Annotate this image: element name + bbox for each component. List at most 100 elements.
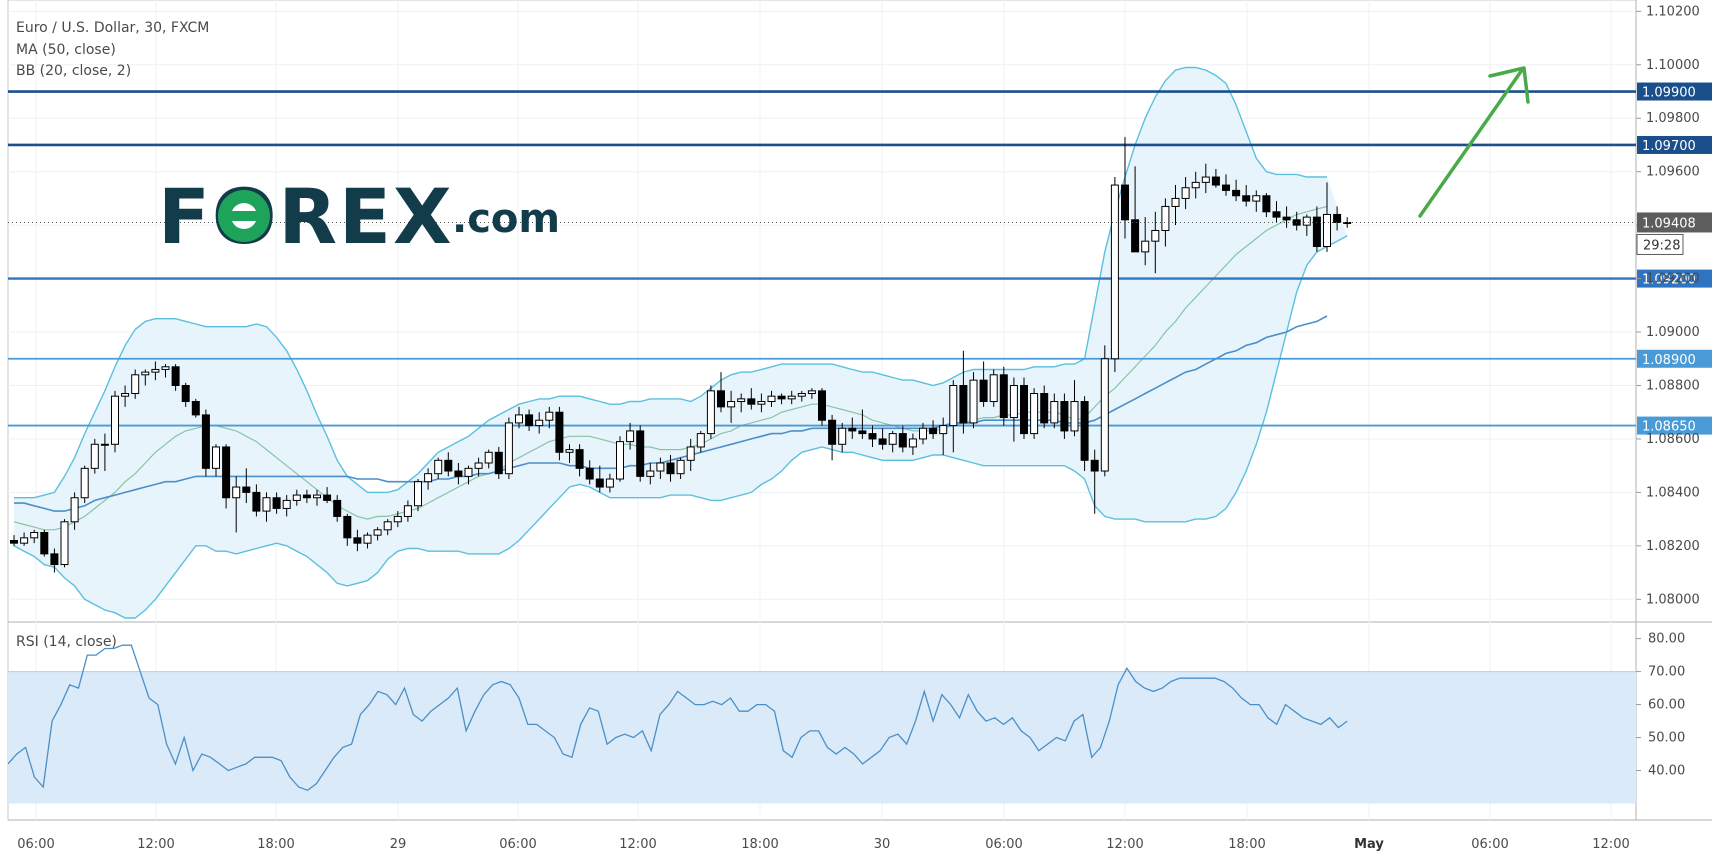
candle-body xyxy=(201,414,210,469)
candle-body xyxy=(343,515,352,539)
x-tick-label: 12:00 xyxy=(1106,837,1143,852)
y-tick-label: 1.09600 xyxy=(1646,165,1700,180)
candle-body xyxy=(222,446,231,499)
candle-body xyxy=(50,553,59,566)
bollinger-bands xyxy=(13,66,1348,619)
candle-body xyxy=(656,462,665,472)
candle-body xyxy=(1009,384,1018,419)
candle-body xyxy=(121,393,130,397)
candle-body xyxy=(1040,393,1049,424)
candle-body xyxy=(292,494,301,501)
candle-body xyxy=(1232,189,1241,197)
candle-body xyxy=(1131,219,1140,253)
x-tick-label: 06:00 xyxy=(1471,837,1508,852)
candle-body xyxy=(979,379,988,403)
candle-body xyxy=(525,414,534,427)
candle-body xyxy=(1181,187,1190,199)
candle-body xyxy=(676,459,685,475)
current-price-tag[interactable] xyxy=(1637,212,1712,233)
candle-body xyxy=(1171,197,1180,207)
candle-body xyxy=(111,395,119,445)
candle-body xyxy=(1242,195,1251,202)
candle-body xyxy=(646,470,655,477)
candle-body xyxy=(868,433,877,440)
candle-body xyxy=(616,441,624,480)
candle-body xyxy=(595,478,604,488)
level-tag xyxy=(1637,349,1712,368)
y-tick-label: 1.09000 xyxy=(1646,325,1700,340)
candle-body xyxy=(797,393,806,397)
candle-body xyxy=(141,371,150,376)
candle-body xyxy=(383,521,392,531)
candle-body xyxy=(353,537,362,544)
candle-body xyxy=(242,486,251,493)
candle-body xyxy=(10,539,18,544)
candle-body xyxy=(1100,358,1109,472)
candle-body xyxy=(1211,176,1220,186)
candle-body xyxy=(80,467,89,499)
x-tick-label: 29 xyxy=(390,837,407,852)
candle-body xyxy=(888,433,897,445)
candle-body xyxy=(555,411,564,453)
x-tick-label: 18:00 xyxy=(741,837,778,852)
current-price: 1.09408 29:28 xyxy=(8,212,1712,255)
candle-body xyxy=(474,462,483,469)
candle-body xyxy=(1252,195,1261,202)
candle-body xyxy=(323,494,332,501)
candle-body xyxy=(757,401,766,405)
candle-body xyxy=(666,462,675,475)
candle-body xyxy=(1343,221,1352,224)
rsi-panel xyxy=(7,644,1636,804)
candle-body xyxy=(1161,205,1170,231)
level-label: 1.09900 xyxy=(1642,86,1696,101)
candle-body xyxy=(1201,176,1210,183)
candle-body xyxy=(161,366,170,370)
candle-body xyxy=(414,481,422,507)
x-tick-label: 06:00 xyxy=(17,837,54,852)
candle-body xyxy=(302,494,311,499)
candle-body xyxy=(1302,216,1311,226)
candle-body xyxy=(403,505,412,517)
level-label: 1.08650 xyxy=(1642,420,1696,435)
candle-body xyxy=(272,497,281,509)
rsi-legend[interactable]: RSI (14, close) xyxy=(16,634,117,650)
candle-body xyxy=(393,515,402,523)
rsi-tick-label: 40.00 xyxy=(1648,764,1685,779)
candle-body xyxy=(959,384,968,424)
x-tick-label: 18:00 xyxy=(257,837,294,852)
candle-body xyxy=(1020,384,1028,435)
candle-body xyxy=(969,379,978,424)
candle-body xyxy=(686,446,695,461)
candle-body xyxy=(929,427,938,435)
logo-text: FOREX xyxy=(158,172,454,261)
level-label: 1.08900 xyxy=(1642,353,1696,368)
forex-logo: FOREX .com xyxy=(158,172,560,261)
candle-body xyxy=(1090,459,1099,472)
arrow-head-icon xyxy=(1488,66,1530,104)
candle-body xyxy=(454,470,463,477)
candle-body xyxy=(232,486,241,499)
candle-body xyxy=(878,438,887,445)
ma-legend[interactable]: MA (50, close) xyxy=(16,42,116,58)
candle-body xyxy=(908,438,917,448)
candle-body xyxy=(767,395,776,403)
bb-legend[interactable]: BB (20, close, 2) xyxy=(16,63,131,79)
bb-upper-line xyxy=(14,66,1327,499)
candle-body xyxy=(1151,229,1160,242)
y-tick-label: 1.09800 xyxy=(1646,111,1700,126)
x-tick-label: 18:00 xyxy=(1228,837,1265,852)
rsi-tick-label: 50.00 xyxy=(1648,731,1685,746)
x-tick-label: 12:00 xyxy=(1592,837,1629,852)
candle-body xyxy=(565,449,574,453)
candle-body xyxy=(363,534,372,544)
y-tick-label: 1.08400 xyxy=(1646,485,1700,500)
candle-body xyxy=(1030,393,1039,435)
candle-body xyxy=(787,395,796,400)
candle-body xyxy=(60,521,69,566)
candle-body xyxy=(40,531,49,555)
y-tick-label: 1.08600 xyxy=(1646,432,1700,447)
candle-body xyxy=(1060,401,1069,432)
candle-body xyxy=(575,449,584,469)
symbol-title[interactable]: Euro / U.S. Dollar, 30, FXCM xyxy=(16,20,209,36)
